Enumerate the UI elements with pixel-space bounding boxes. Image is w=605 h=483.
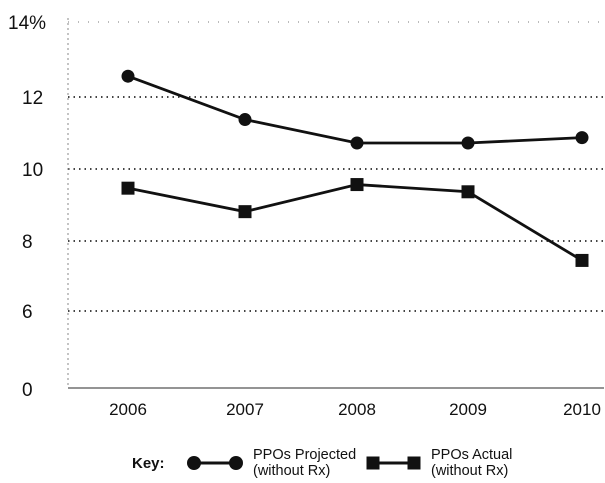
data-point-square <box>121 181 135 195</box>
data-point-square <box>461 185 475 199</box>
x-tick-label: 2010 <box>563 400 601 419</box>
x-tick-label: 2006 <box>109 400 147 419</box>
legend-marker-circle <box>187 456 201 470</box>
series-line <box>127 183 583 262</box>
x-tick-label: 2007 <box>226 400 264 419</box>
y-tick-label: 14% <box>8 13 46 34</box>
legend-marker-circle <box>229 456 243 470</box>
y-axis-ticks: 14% 12 10 8 6 0 <box>8 13 46 401</box>
data-point-circle <box>461 136 475 150</box>
legend-marker-square <box>366 456 380 470</box>
data-point-circle <box>575 131 589 145</box>
legend-item-projected: PPOs Projected(without Rx) <box>187 447 356 479</box>
legend-label: (without Rx) <box>253 463 330 479</box>
series-line <box>127 74 583 145</box>
data-point-square <box>238 205 252 219</box>
y-tick-label: 6 <box>22 302 33 323</box>
data-point-square <box>350 178 364 192</box>
legend-marker-square <box>407 456 421 470</box>
y-tick-label: 10 <box>22 160 43 181</box>
data-point-circle <box>350 136 364 150</box>
y-tick-label: 8 <box>22 232 33 253</box>
series-layer <box>121 69 589 267</box>
y-tick-label: 0 <box>22 380 33 401</box>
series-projected <box>121 69 589 150</box>
data-point-circle <box>238 113 252 127</box>
data-point-circle <box>121 69 135 83</box>
x-tick-label: 2008 <box>338 400 376 419</box>
grid-lines <box>68 21 604 312</box>
legend-title: Key: <box>132 455 165 472</box>
y-tick-label: 12 <box>22 88 43 109</box>
axes <box>67 18 604 389</box>
data-point-square <box>575 253 589 267</box>
x-axis-ticks: 2006 2007 2008 2009 2010 <box>109 400 601 419</box>
x-tick-label: 2009 <box>449 400 487 419</box>
legend: Key: PPOs Projected(without Rx)PPOs Actu… <box>132 447 512 479</box>
legend-item-actual: PPOs Actual(without Rx) <box>366 447 512 479</box>
series-actual <box>121 178 589 267</box>
legend-label: (without Rx) <box>431 463 508 479</box>
legend-label: PPOs Actual <box>431 447 512 463</box>
legend-label: PPOs Projected <box>253 447 356 463</box>
